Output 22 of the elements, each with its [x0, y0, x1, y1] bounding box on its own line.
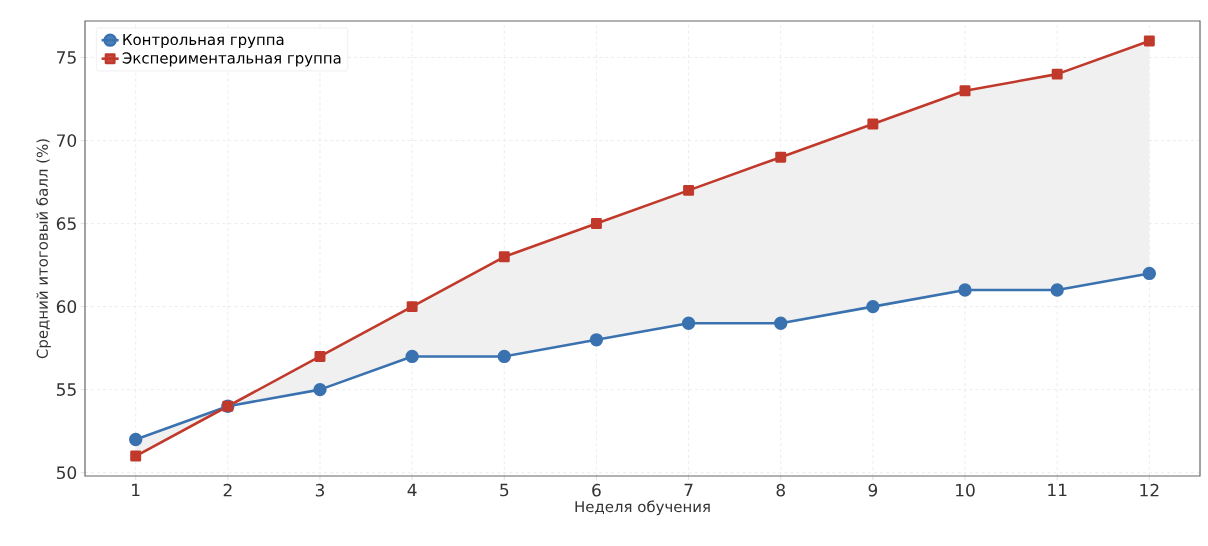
y-axis-title: Средний итоговый балл (%) [36, 139, 51, 359]
x-tick-label: 4 [407, 483, 417, 497]
x-tick-label: 1 [132, 483, 140, 497]
x-tick-label: 12 [1140, 483, 1159, 497]
y-tick-label: 70 [57, 134, 77, 147]
x-tick-label: 8 [776, 483, 785, 497]
x-tick-label: 10 [956, 483, 975, 497]
legend-label: Экспериментальная группа [122, 52, 341, 67]
x-axis-title: Неделя обучения [575, 500, 710, 516]
y-tick-label: 75 [57, 51, 76, 64]
y-tick-label: 55 [56, 383, 76, 396]
x-tick-label: 7 [684, 483, 693, 497]
x-tick-label: 6 [592, 483, 601, 497]
y-tick-label: 65 [56, 217, 76, 230]
x-tick-label: 9 [868, 483, 878, 497]
x-tick-label: 3 [315, 483, 325, 497]
x-tick-label: 5 [500, 483, 509, 497]
legend-label: Контрольная группа [123, 34, 284, 48]
y-tick-label: 50 [56, 466, 77, 480]
x-tick-label: 2 [223, 483, 232, 497]
x-tick-label: 11 [1048, 483, 1067, 497]
y-tick-label: 60 [56, 300, 77, 314]
